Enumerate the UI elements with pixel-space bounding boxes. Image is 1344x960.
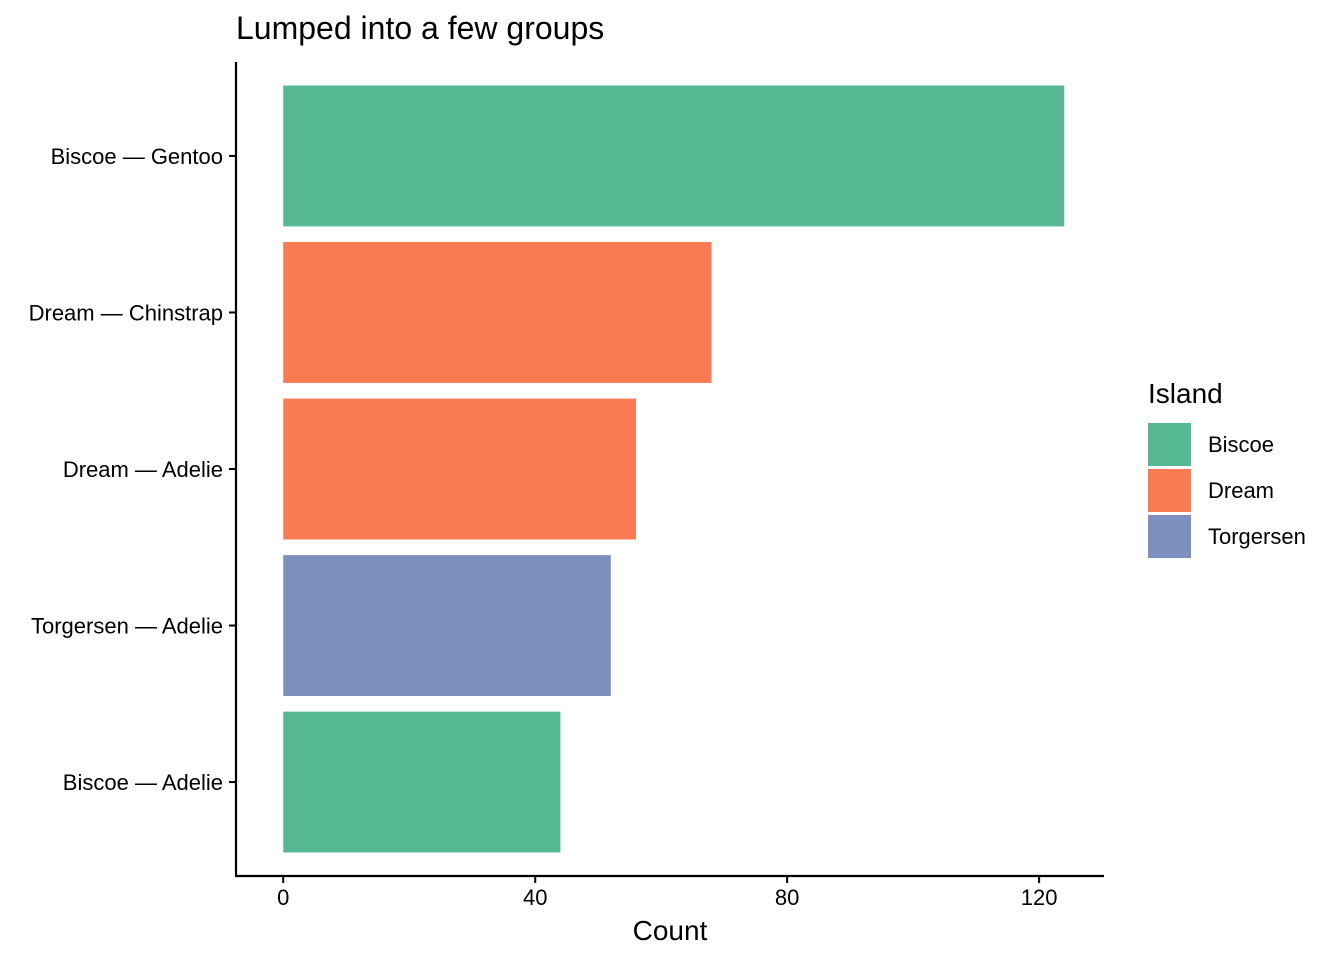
- x-tick-label: 0: [277, 885, 289, 910]
- legend-label: Dream: [1208, 478, 1274, 503]
- y-ticks: Biscoe — Gentoo Dream — Chinstrap Dream — …: [29, 144, 236, 795]
- legend-swatch: [1148, 469, 1191, 512]
- x-tick-label: 40: [523, 885, 547, 910]
- x-tick-label: 80: [775, 885, 799, 910]
- y-tick-label: Torgersen — Adelie: [31, 614, 223, 639]
- bar-2: [283, 398, 636, 540]
- y-tick-label: Dream — Chinstrap: [29, 300, 223, 325]
- bars-layer: [283, 85, 1065, 853]
- legend-swatch: [1148, 515, 1191, 558]
- x-tick-label: 120: [1021, 885, 1058, 910]
- bar-1: [283, 242, 712, 383]
- chart-title: Lumped into a few groups: [236, 10, 604, 46]
- x-axis-title: Count: [633, 915, 708, 946]
- bar-3: [283, 555, 611, 696]
- y-tick-label: Biscoe — Gentoo: [51, 144, 223, 169]
- y-tick-label: Biscoe — Adelie: [63, 770, 223, 795]
- legend-swatch: [1148, 423, 1191, 466]
- legend-label: Biscoe: [1208, 432, 1274, 457]
- y-tick-label: Dream — Adelie: [63, 457, 223, 482]
- bar-4: [283, 711, 561, 853]
- bar-0: [283, 85, 1065, 227]
- legend: Island Biscoe Dream Torgersen: [1148, 378, 1306, 558]
- x-ticks: 0 40 80 120: [277, 876, 1057, 910]
- legend-label: Torgersen: [1208, 524, 1306, 549]
- legend-title: Island: [1148, 378, 1223, 409]
